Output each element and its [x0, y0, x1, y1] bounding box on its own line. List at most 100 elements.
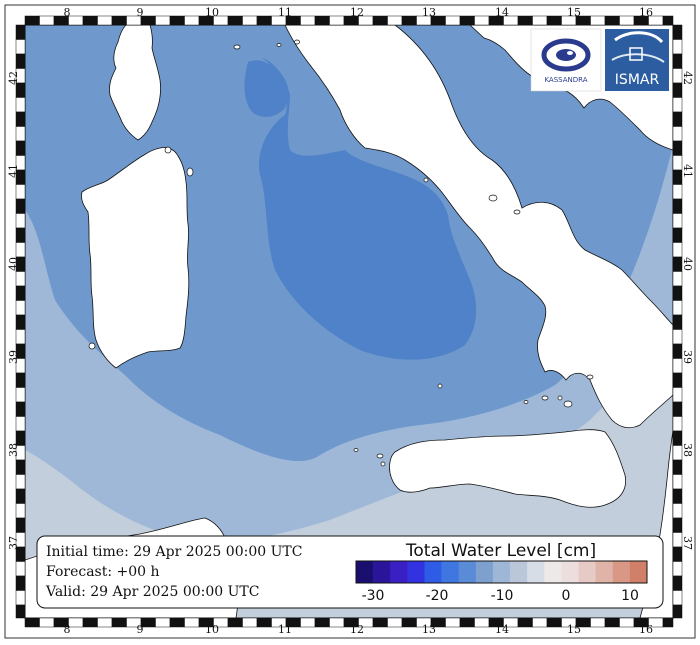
- frame-segment-top: [532, 15, 548, 26]
- frame-segment-bottom: [401, 617, 417, 628]
- lon-tick-label: 14: [495, 623, 509, 636]
- frame-segment-left: [15, 97, 26, 113]
- frame-segment-right: [672, 546, 683, 562]
- figure-border: [4, 4, 696, 639]
- frame-segment-right: [672, 445, 683, 461]
- frame-segment-right: [672, 430, 683, 446]
- frame-segment-right: [672, 503, 683, 519]
- frame-segment-bottom: [590, 617, 606, 628]
- lon-tick-label: 16: [639, 6, 653, 19]
- lat-tick-label: 41: [7, 164, 20, 178]
- frame-segment-right: [672, 184, 683, 200]
- frame-segment-top: [445, 15, 461, 26]
- frame-segment-top: [82, 15, 98, 26]
- frame-segment-top: [256, 15, 272, 26]
- lon-tick-label: 13: [422, 623, 436, 636]
- lon-tick-label: 11: [278, 6, 292, 19]
- frame-segment-right: [672, 343, 683, 359]
- frame-segment-top: [459, 15, 475, 26]
- lon-labels-top: 8 9 10 11 12 13 14 15 16: [64, 6, 654, 19]
- frame-segment-bottom: [169, 617, 185, 628]
- frame-segment-top: [401, 15, 417, 26]
- frame-segment-top: [111, 15, 127, 26]
- frame-segment-bottom: [532, 617, 548, 628]
- lon-tick-label: 8: [64, 623, 71, 636]
- frame-segment-left: [15, 213, 26, 229]
- frame-segment-top: [590, 15, 606, 26]
- frame-segment-bottom: [97, 617, 113, 628]
- lat-tick-label: 39: [7, 350, 20, 364]
- frame-segment-left: [15, 387, 26, 403]
- frame-segment-right: [672, 213, 683, 229]
- colorbar-cell: [527, 561, 545, 583]
- colorbar-cell: [544, 561, 562, 583]
- lon-tick-label: 9: [137, 6, 144, 19]
- frame-segment-bottom: [111, 617, 127, 628]
- colorbar-cell: [595, 561, 614, 583]
- valid-time-text: Valid: 29 Apr 2025 00:00 UTC: [45, 584, 259, 600]
- frame-segment-bottom: [619, 617, 635, 628]
- frame-segment-left: [15, 517, 26, 533]
- frame-segment-left: [15, 474, 26, 490]
- lat-tick-label: 37: [681, 536, 694, 550]
- colorbar-cell: [629, 561, 648, 583]
- small-islands: [88, 39, 594, 467]
- frame-segment-top: [546, 15, 562, 26]
- frame-segment-right: [672, 68, 683, 84]
- colorbar-cell: [578, 561, 596, 583]
- frame-segment-left: [15, 271, 26, 287]
- lon-tick-label: 10: [205, 6, 219, 19]
- frame-segment-bottom: [256, 617, 272, 628]
- frame-segment-top: [619, 15, 635, 26]
- frame-segment-right: [672, 358, 683, 374]
- frame-segment-right: [672, 24, 683, 40]
- frame-segment-left: [15, 590, 26, 606]
- frame-segment-left: [15, 140, 26, 156]
- frame-segment-left: [15, 198, 26, 214]
- frame-segment-bottom: [329, 617, 345, 628]
- frame-segment-top: [39, 15, 55, 26]
- frame-segment-right: [672, 256, 683, 272]
- colorbar-cell: [390, 561, 408, 583]
- frame-segment-bottom: [300, 617, 316, 628]
- lon-tick-label: 16: [639, 623, 653, 636]
- frame-segment-left: [15, 285, 26, 301]
- frame-segment-right: [672, 517, 683, 533]
- colorbar-title: Total Water Level [cm]: [405, 541, 596, 561]
- frame-segment-bottom: [662, 617, 674, 628]
- frame-segment-bottom: [445, 617, 461, 628]
- lon-tick-label: 8: [64, 6, 71, 19]
- frame-segment-left: [15, 604, 26, 619]
- frame-segment-left: [15, 24, 26, 40]
- frame-segment-right: [672, 329, 683, 345]
- frame-segment-right: [672, 459, 683, 475]
- frame-segment-right: [672, 271, 683, 287]
- frame-segment-left: [15, 488, 26, 504]
- lat-labels-right: 42 41 40 39 38 37: [681, 71, 694, 550]
- frame-segment-bottom: [517, 617, 533, 628]
- lat-tick-label: 38: [7, 443, 20, 457]
- frame-segment-top: [97, 15, 113, 26]
- frame-segment-top: [517, 15, 533, 26]
- frame-segment-top: [329, 15, 345, 26]
- frame-segment-top: [242, 15, 258, 26]
- lon-tick-label: 12: [350, 623, 364, 636]
- colorbar-cell: [492, 561, 511, 583]
- colorbar-label: 0: [562, 588, 571, 604]
- colorbar-cell: [458, 561, 477, 583]
- frame-segment-left: [15, 575, 26, 591]
- frame-segment-right: [672, 387, 683, 403]
- frame-segment-left: [15, 126, 26, 142]
- colorbar-cell: [441, 561, 460, 583]
- frame-segment-bottom: [459, 617, 475, 628]
- frame-segment-right: [672, 111, 683, 127]
- colorbar-label: -10: [491, 588, 514, 604]
- frame-segment-top: [604, 15, 620, 26]
- frame-segment-right: [672, 575, 683, 591]
- lat-tick-label: 37: [7, 536, 20, 550]
- lon-tick-label: 12: [350, 6, 364, 19]
- italy-mainland: [284, 25, 673, 429]
- frame-checker-border: [15, 15, 683, 628]
- colorbar-frame: [355, 560, 648, 584]
